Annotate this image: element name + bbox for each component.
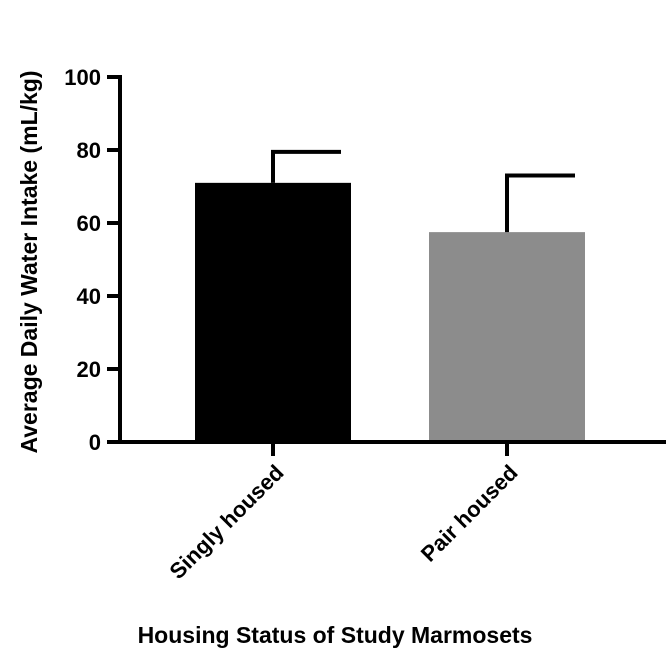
bars: [195, 182, 585, 442]
x-axis-ticks: Singly housed Pair housed: [165, 442, 523, 584]
error-bars: [271, 149, 575, 233]
x-axis-title: Housing Status of Study Marmosets: [138, 622, 533, 648]
y-axis-title: Average Daily Water Intake (mL/kg): [16, 70, 42, 453]
y-tick-label: 100: [64, 65, 101, 90]
x-tick-label: Singly housed: [165, 460, 289, 584]
bar: [429, 232, 585, 442]
y-tick-label: 0: [89, 430, 101, 455]
y-tick-label: 60: [77, 211, 101, 236]
y-axis-ticks: 0 20 40 60 80 100: [64, 65, 120, 455]
y-tick-label: 40: [77, 284, 101, 309]
y-tick-label: 80: [77, 138, 101, 163]
bar: [195, 182, 351, 442]
y-tick-label: 20: [77, 357, 101, 382]
x-tick-label: Pair housed: [416, 460, 523, 567]
